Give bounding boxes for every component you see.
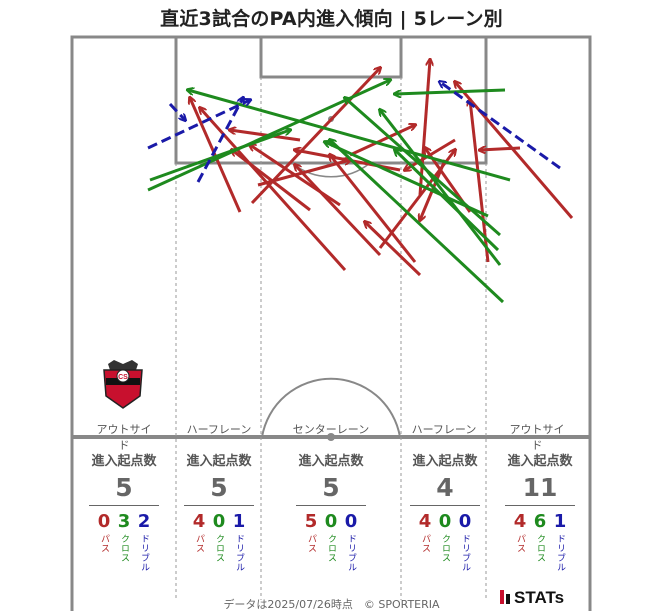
dribble-arrow [147,100,250,150]
pass-count: 0 [97,511,111,532]
dribble-count: 1 [232,511,246,532]
cross-arrow [330,140,505,304]
arrow-layer [147,60,574,304]
pass-arrow [365,222,422,277]
brand-mark-icon [506,594,510,604]
brand-mark-icon [500,590,504,604]
brand-name: STATs [514,588,565,607]
lane-label-halfspace-left: ハーフレーン [186,423,252,436]
consadole-sapporo-crest-icon: CS [103,360,143,409]
lane-stats-outside-left: 進入起点数 5 0 パス 3 クロス 2 ドリブル [84,450,164,572]
dribble-arrow [168,102,185,120]
cross-label: クロス [214,534,224,563]
dribble-count: 0 [344,511,358,532]
dribble-arrow [440,82,561,170]
lane-label-outside-left: アウトサイド [96,423,152,452]
chart-title: 直近3試合のPA内進入傾向 | 5レーン別 [160,8,503,30]
cross-arrow [149,130,290,182]
pass-arrow [330,155,417,263]
pass-arrow [418,60,430,196]
cross-arrow [380,110,502,266]
pitch-boundary [70,35,592,439]
pass-label: パス [99,534,109,553]
lane-stats-outside-right: 進入起点数 11 4 パス 6 クロス 1 ドリブル [499,450,581,572]
dribble-label: ドリブル [234,534,244,572]
cross-count: 0 [212,511,226,532]
pass-count: 4 [418,511,432,532]
pass-arrow [295,165,382,257]
stat-total: 5 [210,473,228,502]
stat-divider [505,505,575,506]
lane-stats-halfspace-right: 進入起点数 4 4 パス 0 クロス 0 ドリブル [404,450,486,572]
stat-total: 4 [436,473,454,502]
stat-header: 進入起点数 [186,454,252,469]
pass-arrow [405,138,456,170]
center-spot [327,433,335,441]
dribble-count: 2 [137,511,151,532]
pass-arrow [349,125,415,157]
pass-label: パス [306,534,316,553]
stat-divider [410,505,480,506]
cross-count: 6 [533,511,547,532]
dribble-label: ドリブル [139,534,149,572]
cross-count: 3 [117,511,131,532]
cross-arrow [395,150,500,252]
pass-arrow [230,130,301,142]
pass-arrow [455,82,574,219]
pass-count: 4 [513,511,527,532]
stat-total: 5 [115,473,133,502]
stat-total: 5 [322,473,340,502]
stat-header: 進入起点数 [412,454,478,469]
pass-arrow [470,100,490,263]
svg-text:CS: CS [118,374,128,381]
cross-count: 0 [324,511,338,532]
brand-logo: STATs [500,588,564,608]
pass-count: 4 [192,511,206,532]
dribble-count: 0 [458,511,472,532]
lane-label-outside-right: アウトサイド [509,423,565,452]
lane-stats-halfspace-left: 進入起点数 5 4 パス 0 クロス 1 ドリブル [178,450,260,572]
dribble-arrow [196,98,243,183]
cross-label: クロス [119,534,129,563]
cross-label: クロス [440,534,450,563]
dribble-label: ドリブル [460,534,470,572]
stat-divider [89,505,159,506]
lane-stats-center: 進入起点数 5 5 パス 0 クロス 0 ドリブル [291,450,371,572]
pass-arrow [190,98,242,213]
stat-total: 11 [522,473,558,502]
pass-label: パス [420,534,430,553]
footer-credit: データは2025/07/26時点 © SPORTERIA [223,598,440,611]
center-circle-arc [261,377,401,438]
cross-arrow [345,98,501,237]
stat-header: 進入起点数 [298,454,364,469]
lane-label-halfspace-right: ハーフレーン [411,423,477,436]
cross-arrow [395,88,506,94]
stat-divider [184,505,254,506]
cross-arrow [325,142,489,218]
stat-divider [296,505,366,506]
pass-label: パス [515,534,525,553]
pass-arrow [250,145,341,207]
pass-arrow [480,148,521,150]
stat-header: 進入起点数 [507,454,573,469]
pass-label: パス [194,534,204,553]
pass-count: 5 [304,511,318,532]
dribble-count: 1 [553,511,567,532]
stat-header: 進入起点数 [91,454,157,469]
dribble-label: ドリブル [346,534,356,572]
goal-area [259,35,403,79]
dribble-label: ドリブル [555,534,565,572]
lane-label-center: センターレーン [292,423,370,436]
cross-label: クロス [535,534,545,563]
cross-count: 0 [438,511,452,532]
cross-label: クロス [326,534,336,563]
